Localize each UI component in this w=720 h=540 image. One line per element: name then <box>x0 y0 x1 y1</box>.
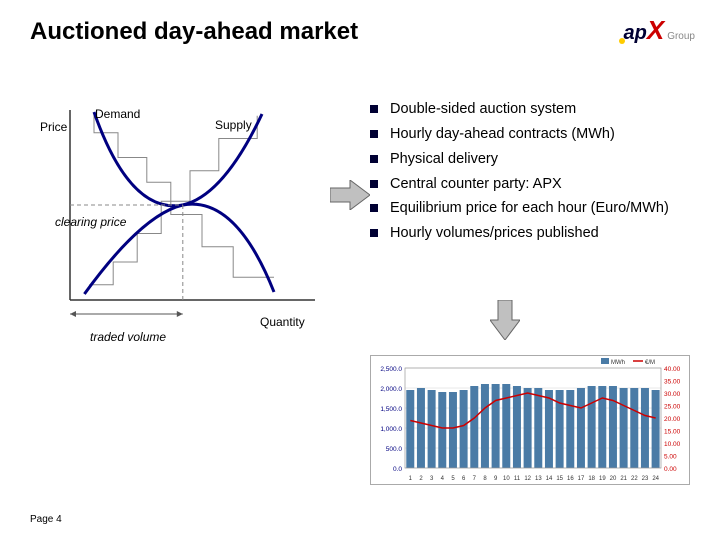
svg-text:25.00: 25.00 <box>664 404 681 411</box>
bullet-item: Hourly day-ahead contracts (MWh) <box>370 125 700 144</box>
svg-text:2,000.0: 2,000.0 <box>380 386 402 393</box>
supply-demand-diagram: Price Demand Supply clearing price trade… <box>40 100 320 360</box>
page-title: Auctioned day-ahead market <box>30 18 358 46</box>
svg-text:16: 16 <box>567 476 574 482</box>
bullet-marker-icon <box>370 155 378 163</box>
svg-text:5.00: 5.00 <box>664 454 677 461</box>
supply-label: Supply <box>215 118 252 132</box>
svg-text:30.00: 30.00 <box>664 391 681 398</box>
svg-text:7: 7 <box>473 476 477 482</box>
bullet-item: Central counter party: APX <box>370 175 700 194</box>
hourly-barchart: 0.0 500.0 1,000.0 1,500.0 2,000.0 2,500.0 0.00… <box>370 355 690 485</box>
svg-text:0.0: 0.0 <box>393 466 402 473</box>
bullet-marker-icon <box>370 180 378 188</box>
svg-text:12: 12 <box>524 476 531 482</box>
svg-text:5: 5 <box>451 476 455 482</box>
svg-text:0.00: 0.00 <box>664 466 677 473</box>
svg-text:23: 23 <box>642 476 649 482</box>
svg-text:9: 9 <box>494 476 498 482</box>
svg-text:40.00: 40.00 <box>664 366 681 373</box>
arrow-down-icon <box>490 300 520 340</box>
svg-text:10.00: 10.00 <box>664 441 681 448</box>
bullet-text: Double-sided auction system <box>390 100 576 119</box>
bullet-item: Hourly volumes/prices published <box>370 224 700 243</box>
arrow-right-icon <box>330 180 370 210</box>
bullet-marker-icon <box>370 130 378 138</box>
logo-group-text: Group <box>667 31 695 42</box>
svg-text:20: 20 <box>610 476 617 482</box>
svg-text:1: 1 <box>409 476 413 482</box>
traded-volume-label: traded volume <box>90 330 166 344</box>
page-number: Page 4 <box>30 514 62 525</box>
svg-text:18: 18 <box>588 476 595 482</box>
quantity-axis-label: Quantity <box>260 315 305 329</box>
svg-text:8: 8 <box>483 476 487 482</box>
bullet-marker-icon <box>370 105 378 113</box>
apx-logo: ap X Group <box>624 15 695 46</box>
svg-text:13: 13 <box>535 476 542 482</box>
svg-text:24: 24 <box>652 476 659 482</box>
demand-label: Demand <box>95 107 140 121</box>
logo-dot-icon <box>619 38 625 44</box>
clearing-price-label: clearing price <box>55 215 126 229</box>
bullet-item: Equilibrium price for each hour (Euro/MW… <box>370 199 700 218</box>
svg-text:3: 3 <box>430 476 434 482</box>
bullet-text: Equilibrium price for each hour (Euro/MW… <box>390 199 669 218</box>
svg-text:2,500.0: 2,500.0 <box>380 366 402 373</box>
svg-text:2: 2 <box>419 476 423 482</box>
bullet-marker-icon <box>370 204 378 212</box>
bullet-item: Physical delivery <box>370 150 700 169</box>
svg-text:17: 17 <box>578 476 585 482</box>
svg-text:20.00: 20.00 <box>664 416 681 423</box>
logo-ap-text: ap <box>624 22 647 45</box>
bullet-text: Hourly volumes/prices published <box>390 224 599 243</box>
svg-text:19: 19 <box>599 476 606 482</box>
svg-text:22: 22 <box>631 476 638 482</box>
svg-text:15: 15 <box>556 476 563 482</box>
svg-text:21: 21 <box>620 476 627 482</box>
bullet-item: Double-sided auction system <box>370 100 700 119</box>
price-axis-label: Price <box>40 120 67 134</box>
svg-text:35.00: 35.00 <box>664 379 681 386</box>
svg-text:500.0: 500.0 <box>386 446 403 453</box>
bullet-text: Physical delivery <box>390 150 498 169</box>
svg-text:1,000.0: 1,000.0 <box>380 426 402 433</box>
svg-text:6: 6 <box>462 476 466 482</box>
svg-text:MWh: MWh <box>611 360 625 366</box>
svg-text:15.00: 15.00 <box>664 429 681 436</box>
bullet-marker-icon <box>370 229 378 237</box>
svg-text:14: 14 <box>546 476 553 482</box>
svg-text:10: 10 <box>503 476 510 482</box>
bullet-list: Double-sided auction system Hourly day-ah… <box>370 100 700 249</box>
barchart-svg: 0.0 500.0 1,000.0 1,500.0 2,000.0 2,500.0 0.00… <box>371 356 689 484</box>
bullet-text: Central counter party: APX <box>390 175 562 194</box>
logo-x-text: X <box>647 15 664 46</box>
svg-text:11: 11 <box>514 476 521 482</box>
bullet-text: Hourly day-ahead contracts (MWh) <box>390 125 615 144</box>
svg-text:1,500.0: 1,500.0 <box>380 406 402 413</box>
svg-text:€/M: €/M <box>645 360 655 366</box>
svg-text:4: 4 <box>441 476 445 482</box>
